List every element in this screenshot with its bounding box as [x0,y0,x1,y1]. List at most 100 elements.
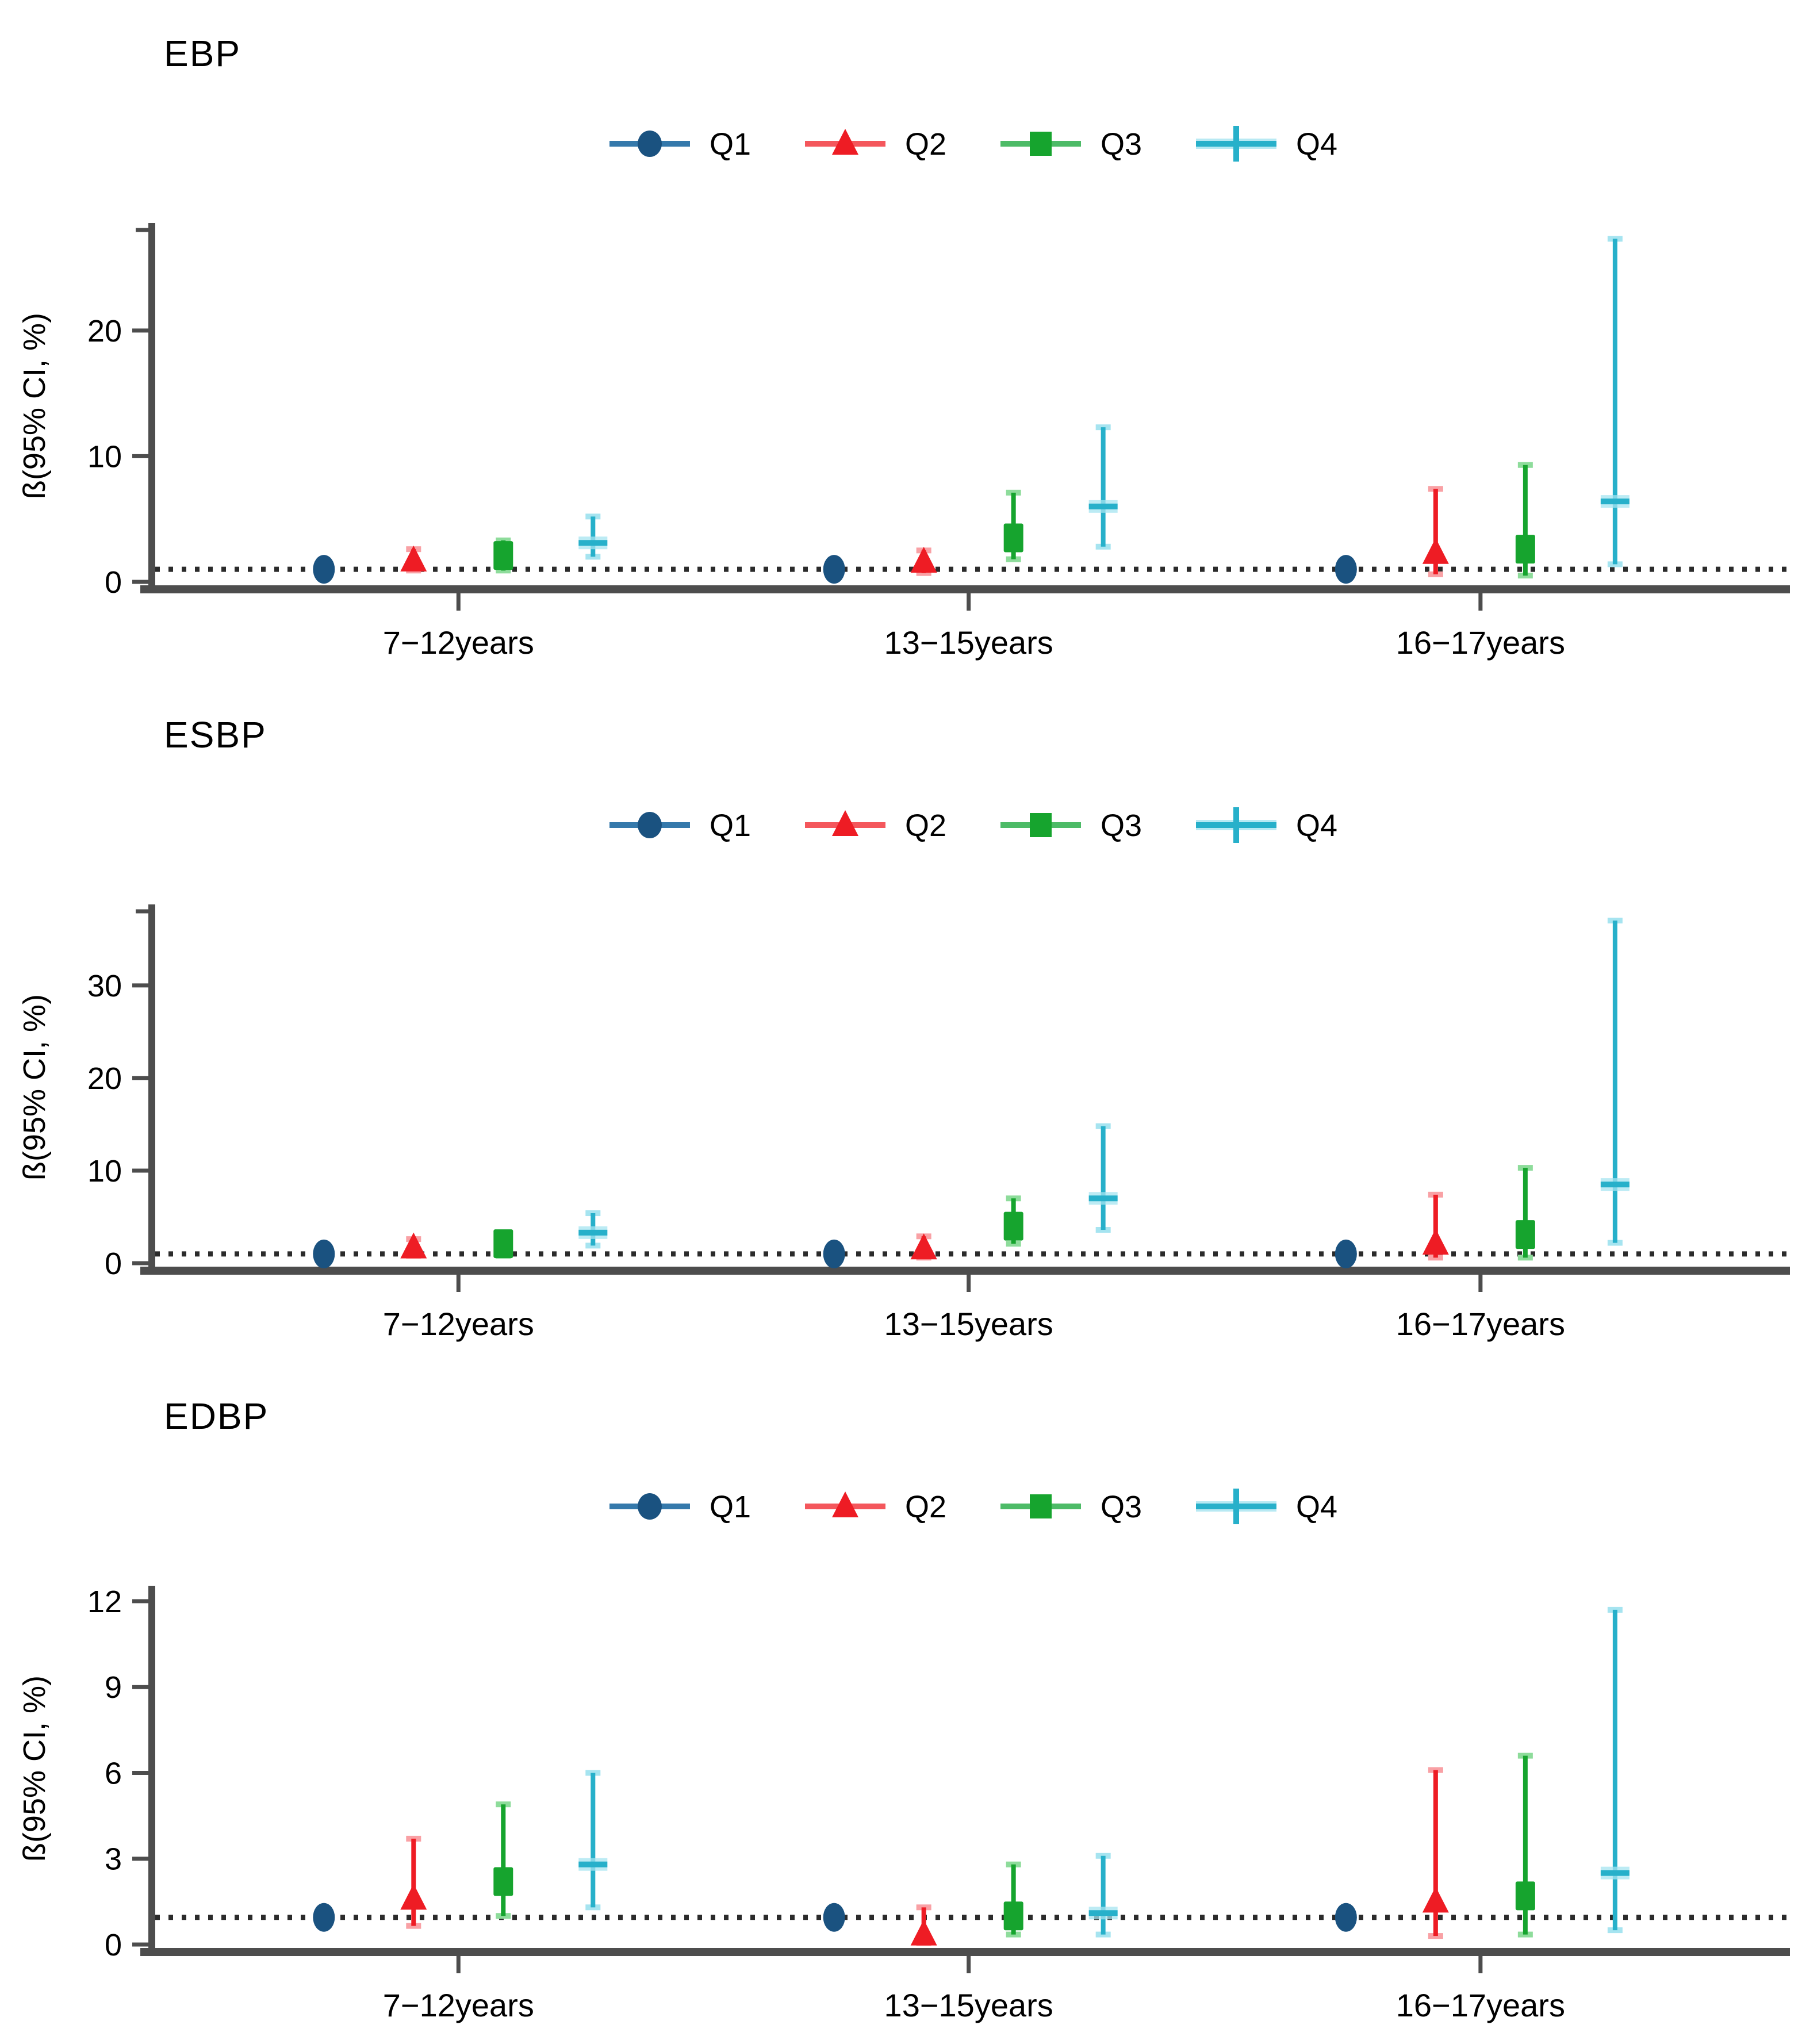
y-tick-label: 30 [87,969,122,1003]
point-ebp-q2-group3 [1422,486,1449,577]
point-ebp-q4-group2 [1088,424,1118,550]
circle-marker [313,555,335,584]
legend-label: Q1 [710,127,751,162]
y-tick-label: 10 [87,439,122,474]
point-esbp-q4-group3 [1600,918,1630,1246]
square-marker [493,541,513,570]
legend-item-q3: Q3 [1000,808,1142,843]
circle-marker [1335,555,1357,584]
chart-title: ESBP [164,714,267,756]
x-tick-label: 16−17years [1396,624,1565,661]
legend-label: Q2 [905,808,946,843]
legend-label: Q3 [1101,808,1142,843]
circle-marker [1335,1903,1357,1932]
panel-ebp: EBP 0 10 20 7−12years 13−15years 16−17years ß(… [0,0,1802,681]
circle-marker [313,1239,335,1268]
x-tick-label: 16−17years [1396,1987,1565,2023]
square-marker [493,1229,513,1259]
y-tick-label: 9 [105,1670,122,1705]
legend-label: Q4 [1296,1490,1337,1524]
y-axis [148,223,155,593]
square-marker [1003,1211,1023,1241]
circle-marker [638,131,662,157]
y-tick-label: 10 [87,1154,122,1188]
error-bar-cap-top [585,1770,601,1776]
error-bar-cap-bottom [1428,1933,1443,1939]
point-esbp-q1-group3 [1335,1239,1357,1268]
plus-marker [1088,1195,1118,1202]
error-bar-cap-bottom [1607,1927,1623,1934]
point-edbp-q2-group1 [400,1835,427,1929]
triangle-marker [910,1233,937,1260]
point-esbp-q1-group1 [313,1239,335,1268]
x-tick-label: 7−12years [383,1306,534,1342]
point-esbp-q4-group1 [578,1210,608,1249]
point-ebp-q3-group3 [1515,462,1535,579]
plus-marker-vertical [1233,807,1239,843]
square-marker [1515,535,1535,564]
panel-edbp: EDBP 0 3 6 9 12 7−12years 13−15years 16−17years… [0,1363,1802,2044]
point-esbp-q1-group2 [823,1239,845,1268]
plus-marker [1600,1182,1630,1188]
error-bar-cap-bottom [1517,1931,1533,1938]
square-marker [1515,1881,1535,1911]
point-edbp-q4-group3 [1600,1606,1630,1934]
triangle-marker [1422,1229,1449,1255]
panel-esbp: ESBP 0 10 20 30 7−12years 13−15years 16−17year… [0,681,1802,1363]
triangle-marker [400,545,427,572]
edbp-plot: 0 3 6 9 12 7−12years 13−15years 16−17years ß(95%… [0,1363,1802,2044]
y-tick-label: 3 [105,1842,122,1877]
edbp-chart-canvas: 0 3 6 9 12 7−12years 13−15years 16−17years ß(95%… [17,1489,1790,2023]
circle-marker [823,1903,845,1932]
error-bar-cap-top [406,1835,421,1842]
square-marker [1030,813,1052,837]
point-esbp-q3-group3 [1515,1165,1535,1261]
triangle-marker [832,810,858,836]
y-axis [148,904,155,1275]
point-edbp-q1-group1 [313,1903,335,1932]
error-bar-cap-top [585,1210,601,1217]
legend-item-q4: Q4 [1196,126,1337,162]
plus-marker [1600,498,1630,505]
square-marker [1003,523,1023,553]
point-ebp-q1-group2 [823,555,845,584]
legend-item-q1: Q1 [609,127,751,162]
x-tick-label: 7−12years [383,624,534,661]
chart-title: EDBP [164,1395,269,1437]
error-bar-cap-bottom [1095,1931,1111,1938]
legend-item-q1: Q1 [609,1490,751,1524]
y-tick-label: 12 [87,1585,122,1619]
legend-label: Q4 [1296,808,1337,843]
plus-marker [578,540,608,546]
y-tick-label: 0 [105,1247,122,1281]
point-edbp-q3-group1 [493,1801,513,1919]
legend-label: Q2 [905,1490,946,1524]
legend-item-q4: Q4 [1196,1489,1337,1524]
circle-marker [823,1239,845,1268]
point-edbp-q4-group2 [1088,1853,1118,1938]
point-edbp-q3-group2 [1003,1861,1023,1938]
legend-label: Q4 [1296,127,1337,162]
error-bar-cap-bottom [1006,1931,1021,1938]
point-esbp-q2-group1 [400,1232,427,1259]
point-ebp-q1-group1 [313,555,335,584]
circle-marker [823,555,845,584]
x-axis [140,1267,1790,1275]
y-axis [148,1586,155,1956]
x-tick-label: 16−17years [1396,1306,1565,1342]
error-bar-cap-bottom [585,1904,601,1911]
point-ebp-q4-group1 [578,513,608,560]
point-ebp-q2-group1 [400,545,427,574]
error-bar-cap-bottom [1428,1255,1443,1261]
triangle-marker [910,1919,937,1946]
circle-marker [638,812,662,838]
x-tick-label: 13−15years [884,624,1053,661]
y-tick-label: 0 [105,1928,122,1962]
error-bar-cap-top [1607,918,1623,924]
x-tick-label: 7−12years [383,1987,534,2023]
x-tick-label: 13−15years [884,1987,1053,2023]
plus-marker [1088,1910,1118,1916]
plus-marker-vertical [1233,1489,1239,1524]
legend-label: Q3 [1101,127,1142,162]
point-esbp-q2-group3 [1422,1191,1449,1261]
